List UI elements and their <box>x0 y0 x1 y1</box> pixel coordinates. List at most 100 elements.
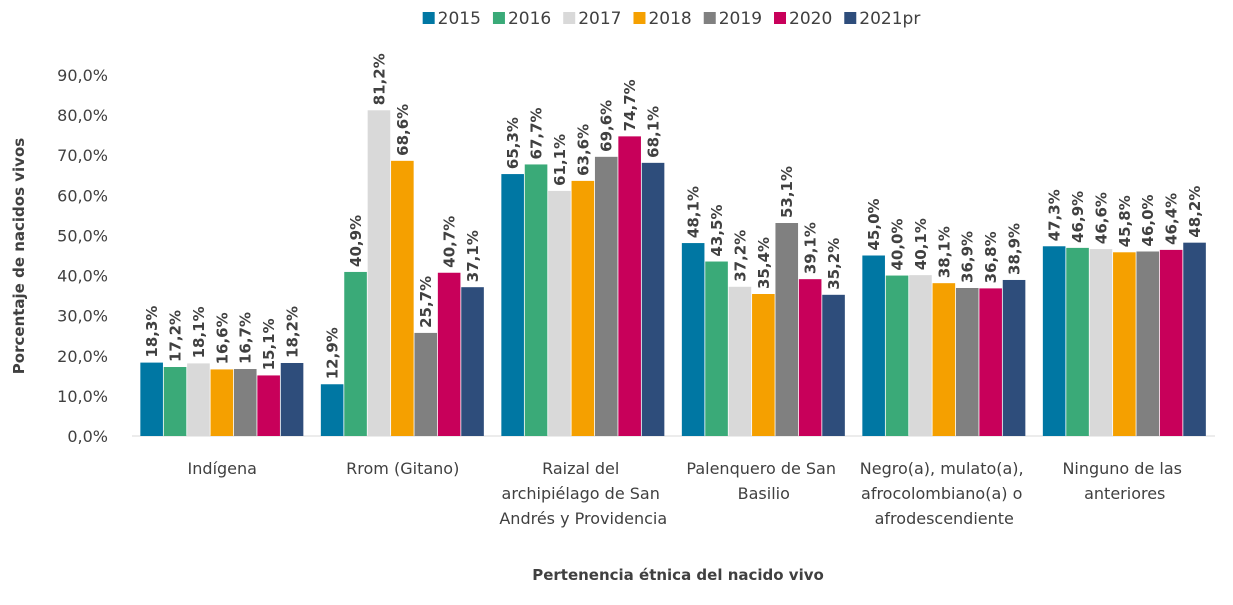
data-label: 45,0% <box>865 198 883 250</box>
legend-swatch <box>563 12 576 24</box>
bar <box>955 287 979 436</box>
data-label: 68,1% <box>644 106 662 158</box>
data-label: 46,9% <box>1069 191 1087 243</box>
bar <box>367 110 391 436</box>
data-label: 48,2% <box>1186 186 1204 238</box>
data-label: 63,6% <box>574 124 592 176</box>
bar <box>594 156 618 436</box>
legend-swatch <box>422 12 435 24</box>
data-label: 68,6% <box>394 104 412 156</box>
bar <box>641 162 665 437</box>
bar <box>862 255 885 436</box>
data-label: 16,6% <box>213 312 231 364</box>
y-tick-label: 30,0% <box>57 307 108 326</box>
legend-swatch <box>703 12 716 24</box>
data-label: 40,9% <box>347 215 365 267</box>
legend-label: 2016 <box>508 9 551 29</box>
legend-label: 2017 <box>578 9 621 29</box>
data-label: 15,1% <box>260 318 278 370</box>
legend-swatch <box>492 12 505 24</box>
y-tick-label: 80,0% <box>57 106 108 125</box>
bar <box>548 190 571 436</box>
y-tick-label: 60,0% <box>57 186 108 205</box>
y-tick-label: 0,0% <box>67 427 108 446</box>
bar <box>681 243 705 436</box>
data-label: 38,9% <box>1005 223 1023 275</box>
y-tick-label: 10,0% <box>57 387 108 406</box>
data-label: 46,6% <box>1092 192 1110 244</box>
data-label: 74,7% <box>621 79 639 131</box>
bar <box>932 283 956 436</box>
bar <box>775 223 799 436</box>
data-label: 18,1% <box>190 306 208 358</box>
bar <box>618 136 641 436</box>
bar <box>822 294 845 436</box>
data-label: 48,1% <box>685 186 703 238</box>
data-label: 17,2% <box>166 310 184 362</box>
bar <box>979 288 1002 436</box>
bar <box>909 275 932 436</box>
x-tick-label: Palenquero de San Basilio <box>686 459 841 503</box>
data-label: 39,1% <box>802 222 820 274</box>
x-tick-label: Ninguno de las anteriores <box>1062 459 1187 503</box>
bar <box>414 332 438 436</box>
bar <box>280 362 304 436</box>
data-label: 46,4% <box>1163 193 1181 245</box>
x-tick-label: Indígena <box>188 459 257 478</box>
legend-swatch <box>774 12 787 24</box>
legend: 2015 2016 2017 2018 2019 2020 2021pr <box>422 9 920 29</box>
bar <box>1159 249 1183 436</box>
x-tick-label: Raizal del archipiélago de San Andrés y … <box>499 459 667 528</box>
bar <box>885 275 909 436</box>
data-label: 40,1% <box>912 218 930 270</box>
data-label: 81,2% <box>370 53 388 105</box>
bar <box>752 294 775 436</box>
bar <box>461 287 484 436</box>
y-tick-label: 50,0% <box>57 226 108 245</box>
data-label: 18,3% <box>143 306 161 358</box>
bar <box>187 363 210 436</box>
bar <box>728 286 752 436</box>
y-tick-label: 90,0% <box>57 66 108 85</box>
data-label: 61,1% <box>551 134 569 186</box>
y-tick-label: 70,0% <box>57 146 108 165</box>
bar <box>798 279 822 436</box>
bar <box>163 367 187 436</box>
data-label: 43,5% <box>708 204 726 256</box>
bar <box>391 160 414 437</box>
bar <box>501 174 524 436</box>
data-label: 36,9% <box>959 231 977 283</box>
data-label: 35,4% <box>755 237 773 289</box>
legend-label: 2021pr <box>859 9 920 29</box>
data-label: 35,2% <box>825 238 843 290</box>
data-label: 38,1% <box>935 226 953 278</box>
legend-label: 2015 <box>438 9 481 29</box>
bar <box>1089 249 1113 436</box>
bar <box>1002 279 1026 436</box>
data-label: 40,0% <box>888 219 906 271</box>
x-tick-label: Rrom (Gitano) <box>346 459 459 478</box>
legend-swatch <box>633 12 646 24</box>
bar <box>140 362 163 436</box>
data-label: 65,3% <box>504 117 522 169</box>
bar <box>1042 246 1066 436</box>
data-label: 37,1% <box>464 230 482 282</box>
legend-swatch <box>844 12 857 24</box>
y-tick-label: 40,0% <box>57 267 108 286</box>
data-label: 40,7% <box>441 216 459 268</box>
data-label: 16,7% <box>237 312 255 364</box>
bar <box>320 384 344 436</box>
data-label: 67,7% <box>527 107 545 159</box>
legend-label: 2020 <box>789 9 832 29</box>
bar <box>571 180 595 436</box>
data-label: 12,9% <box>324 327 342 379</box>
x-tick-label: Negro(a), mulato(a), afrocolombiano(a) o… <box>860 459 1029 528</box>
y-tick-label: 20,0% <box>57 347 108 366</box>
bar <box>344 271 367 436</box>
bar <box>210 369 234 436</box>
legend-label: 2018 <box>648 9 691 29</box>
bar <box>1113 252 1136 436</box>
legend-label: 2019 <box>719 9 762 29</box>
bar <box>705 261 728 436</box>
data-label: 25,7% <box>417 276 435 328</box>
